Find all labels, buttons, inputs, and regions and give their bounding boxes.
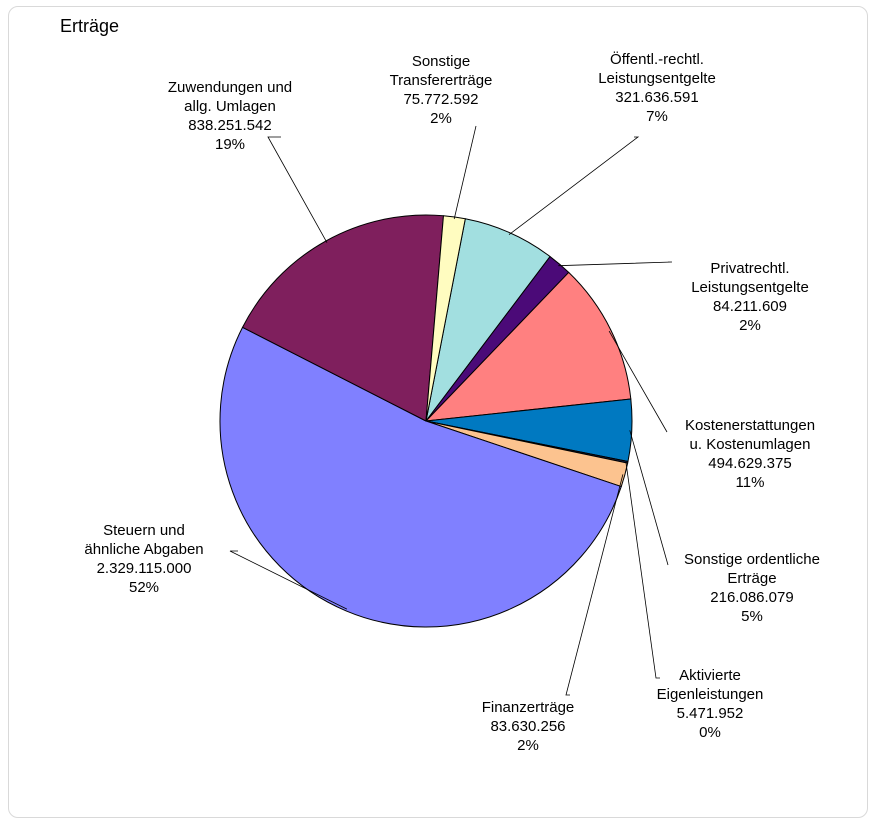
leader-line: [558, 261, 673, 267]
slice-label: Kostenerstattungen u. Kostenumlagen 494.62…: [685, 417, 815, 491]
leader-lines: [229, 125, 673, 696]
leader-line: [629, 430, 669, 566]
pie-slices: [219, 214, 633, 628]
pie-slice: [425, 271, 632, 422]
leader-line: [267, 136, 328, 243]
slice-label: Sonstige ordentliche Erträge 216.086.079 5%: [684, 551, 820, 625]
leader-line: [453, 125, 477, 220]
slice-label: Aktivierte Eigenleistungen 5.471.952 0%: [657, 667, 764, 741]
slice-label: Sonstige Transfererträge 75.772.592 2%: [390, 53, 493, 127]
chart-frame: [8, 6, 868, 818]
leader-line: [565, 474, 624, 696]
pie-slice: [219, 326, 622, 628]
leader-line: [229, 550, 348, 610]
chart-title: Erträge: [60, 16, 119, 36]
slice-label: Privatrechtl. Leistungsentgelte 84.211.609…: [691, 260, 809, 334]
slice-label: Steuern und ähnliche Abgaben 2.329.115.000…: [84, 522, 203, 596]
leader-line: [625, 461, 660, 679]
leader-line: [508, 136, 640, 236]
slice-labels: Öffentl.-rechtl. Leistungsentgelte 321.636…: [84, 50, 820, 754]
slice-label: Finanzerträge 83.630.256 2%: [482, 699, 575, 754]
slice-label: Öffentl.-rechtl. Leistungsentgelte 321.636…: [598, 50, 716, 125]
leader-line: [608, 330, 668, 433]
slice-label: Zuwendungen und allg. Umlagen 838.251.542 1…: [168, 79, 292, 153]
